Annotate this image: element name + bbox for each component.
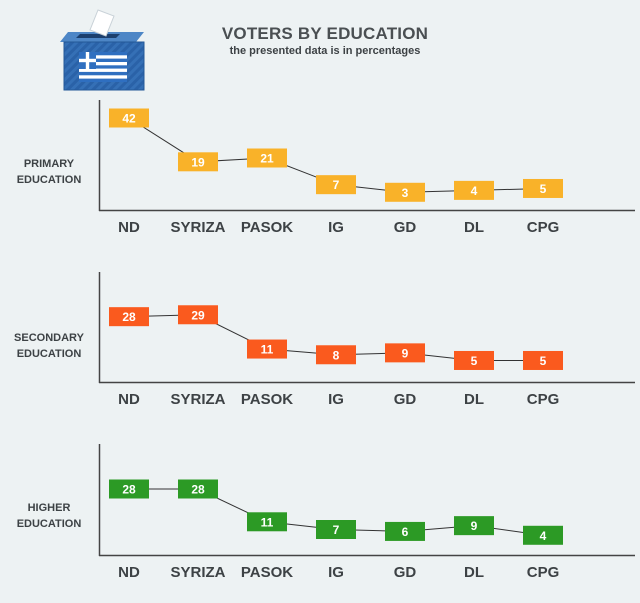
data-label: 7: [333, 523, 340, 537]
data-label: 7: [333, 178, 340, 192]
x-tick-label: GD: [394, 564, 417, 581]
data-label: 6: [402, 525, 409, 539]
data-point-box: [316, 345, 356, 365]
data-label: 3: [402, 186, 409, 200]
data-label: 11: [261, 343, 274, 357]
x-tick-label: ND: [118, 564, 140, 581]
x-tick-label: CPG: [527, 219, 560, 236]
data-point-box: [109, 479, 149, 499]
data-label: 42: [122, 112, 136, 126]
data-point-box: [523, 178, 563, 198]
x-tick-label: SYRIZA: [170, 564, 225, 581]
data-label: 5: [540, 354, 547, 368]
x-tick-label: PASOK: [241, 564, 293, 581]
data-label: 8: [333, 348, 340, 362]
data-label: 28: [122, 483, 136, 497]
chart-title: VOTERS BY EDUCATION: [221, 24, 429, 43]
data-point-box: [454, 180, 494, 200]
data-point-box: [385, 343, 425, 363]
x-tick-label: DL: [464, 564, 484, 581]
data-point-box: [109, 108, 149, 128]
x-tick-label: DL: [464, 219, 484, 236]
x-tick-label: IG: [328, 391, 344, 408]
data-point-box: [247, 512, 287, 532]
data-point-box: [454, 350, 494, 370]
data-point-box: [247, 148, 287, 168]
data-label: 19: [191, 155, 205, 169]
data-label: 5: [540, 182, 547, 196]
data-point-box: [178, 305, 218, 325]
x-tick-label: DL: [464, 391, 484, 408]
data-point-box: [247, 339, 287, 359]
data-label: 4: [540, 529, 547, 543]
data-label: 21: [260, 152, 274, 166]
data-point-box: [385, 521, 425, 541]
data-point-box: [316, 520, 356, 539]
x-tick-label: PASOK: [241, 219, 293, 236]
greek-ballot-box-icon: [60, 9, 145, 91]
data-point-box: [109, 307, 149, 327]
x-tick-label: ND: [118, 219, 140, 236]
data-label: 5: [471, 354, 478, 368]
data-label: 9: [402, 346, 409, 360]
data-label: 28: [122, 310, 136, 324]
x-tick-label: SYRIZA: [170, 219, 225, 236]
x-tick-label: SYRIZA: [170, 391, 225, 408]
x-tick-label: PASOK: [241, 391, 293, 408]
x-tick-label: CPG: [527, 391, 560, 408]
data-point-box: [454, 516, 494, 536]
x-tick-label: CPG: [527, 564, 560, 581]
x-tick-label: GD: [394, 219, 417, 236]
x-tick-label: ND: [118, 391, 140, 408]
chart-subtitle: the presented data is in percentages: [229, 45, 421, 57]
x-tick-label: IG: [328, 219, 344, 236]
higher-panel-label: HIGHER EDUCATION: [16, 502, 82, 530]
data-label: 29: [191, 308, 205, 322]
data-label: 4: [471, 184, 478, 198]
panel-1: 28 29 11 8 9 5 5 ND SYRIZA PASOK IG GD DL CPG: [98, 272, 635, 408]
secondary-panel-label: SECONDARY EDUCATION: [14, 332, 84, 360]
primary-panel-label: PRIMARY EDUCATION: [16, 158, 82, 186]
data-point-box: [523, 350, 563, 370]
data-point-box: [316, 175, 356, 195]
x-tick-label: IG: [328, 564, 344, 581]
panel-2: 28 28 11 7 6 9 4 ND SYRIZA PASOK IG GD DL CPG: [98, 444, 635, 581]
data-point-box: [178, 479, 218, 499]
data-point-box: [523, 525, 563, 545]
data-point-box: [385, 182, 425, 202]
x-tick-label: GD: [394, 391, 417, 408]
data-point-box: [178, 152, 218, 172]
data-label: 11: [261, 515, 274, 529]
panel-0: 42 19 21 7 3 4 5 ND SYRIZA PASOK IG GD DL CPG: [98, 100, 635, 236]
data-label: 28: [191, 483, 205, 497]
data-label: 9: [471, 519, 478, 533]
